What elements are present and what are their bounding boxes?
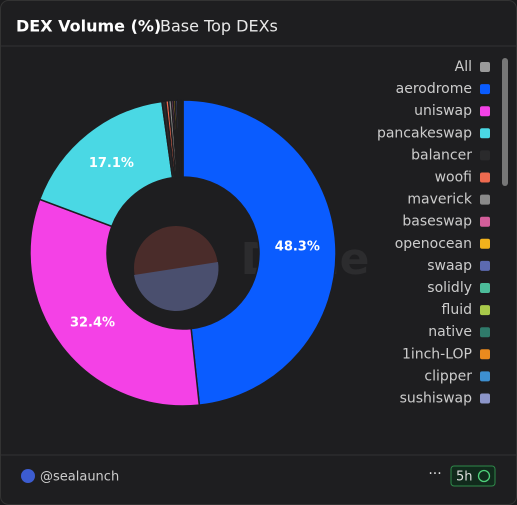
legend: All aerodrome uniswap pancakeswap balancer wo… [377,59,490,407]
legend-label: clipper [424,368,472,384]
legend-label: fluid [442,302,472,318]
legend-swatch [480,393,490,404]
legend-label: solidly [427,280,472,296]
chart-subtitle: Base Top DEXs [160,17,278,36]
legend-label: balancer [411,147,472,163]
data-label: 17.1% [89,156,134,171]
author[interactable]: @sealaunch [40,470,119,485]
legend-label: native [428,324,472,340]
legend-swatch [480,150,490,161]
legend-label: maverick [407,192,472,208]
legend-swatch [480,371,490,382]
legend-label: pancakeswap [377,125,472,141]
legend-swatch [480,305,490,316]
center-logo-part [134,262,219,311]
legend-swatch [480,238,490,249]
data-label: 32.4% [70,316,115,331]
legend-label: openocean [395,236,472,252]
data-label: 48.3% [275,239,320,254]
scrollbar [502,58,508,186]
slice [182,99,337,406]
legend-label: swaap [427,258,472,274]
legend-swatch [480,128,490,139]
legend-label: uniswap [414,103,472,119]
pie: 48.3% 32.4% 17.1% [29,99,337,407]
legend-label: 1inch-LOP [402,346,472,362]
legend-swatch [480,106,490,117]
legend-label: baseswap [402,214,472,230]
legend-swatch [480,349,490,360]
refresh: 5h [456,470,473,485]
legend-swatch [480,194,490,205]
legend-swatch [480,216,490,227]
legend-swatch [480,172,490,183]
legend-label: woofi [435,170,472,186]
legend-label: All [455,59,472,75]
legend-swatch [480,260,490,271]
author-avatar [21,469,35,483]
legend-label: aerodrome [396,81,472,97]
legend-swatch [480,62,490,72]
menu[interactable]: ··· [428,466,441,482]
legend-label: sushiswap [400,391,473,407]
legend-swatch [480,283,490,293]
chart-title: DEX Volume (%) [16,17,161,36]
refresh-icon [477,469,491,483]
legend-swatch [480,84,490,95]
legend-swatch [480,327,490,338]
slice [29,198,201,407]
